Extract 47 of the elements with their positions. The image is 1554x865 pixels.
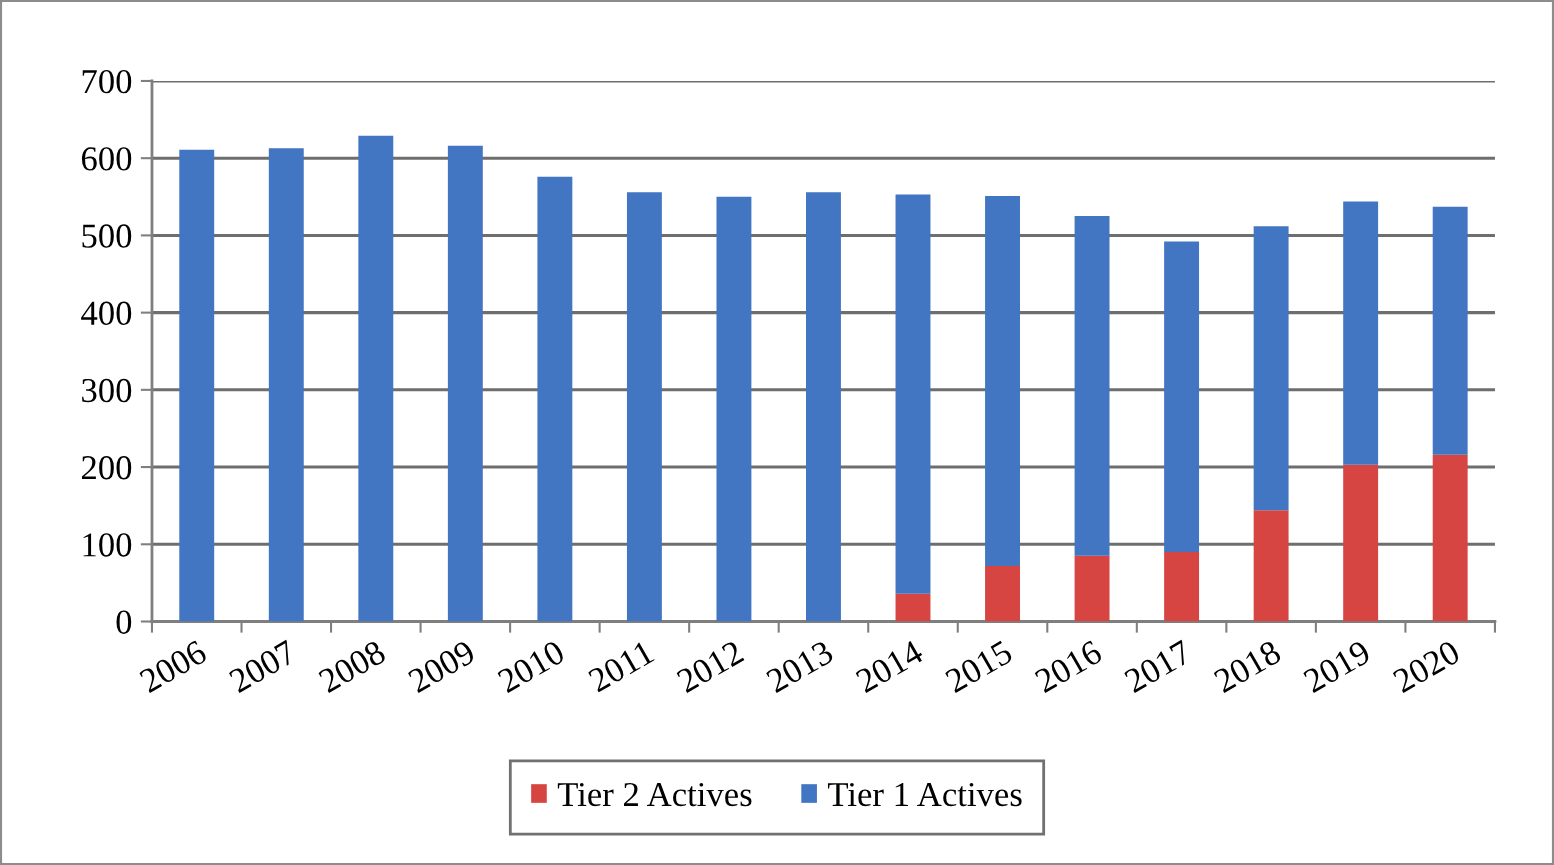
x-tick-label: 2006: [138, 639, 209, 694]
bar: [1164, 241, 1200, 552]
bar: [358, 135, 394, 622]
x-tick-label: 2009: [407, 639, 477, 694]
bar: [537, 176, 573, 622]
x-tick-label: 2020: [1391, 639, 1462, 694]
bar: [985, 565, 1020, 622]
x-tick-label: 2007: [227, 639, 298, 694]
x-tick-label: 2016: [1033, 639, 1104, 694]
bar: [716, 196, 752, 622]
x-tick-label: 2008: [317, 639, 387, 694]
x-tick-label: 2011: [587, 640, 655, 693]
y-tick-label: 600: [81, 147, 132, 171]
bar: [1253, 510, 1289, 622]
x-tick-label: 2015: [944, 639, 1014, 694]
y-tick-label: 200: [81, 456, 132, 480]
bar: [179, 149, 215, 622]
y-tick-label: 0: [116, 610, 132, 634]
bar: [895, 593, 931, 622]
x-tick-label: 2013: [765, 639, 835, 694]
bar: [1343, 201, 1379, 465]
bar: [1164, 552, 1200, 622]
bar: [1074, 555, 1110, 622]
y-tick-label: 100: [83, 533, 132, 557]
bar: [1253, 226, 1289, 511]
x-tick-label: 2017: [1123, 639, 1193, 694]
bar: [806, 192, 841, 622]
x-tick-label: 2010: [496, 639, 566, 694]
x-tick-label: 2018: [1212, 639, 1283, 694]
x-tick-label: 2014: [854, 639, 925, 694]
bar: [447, 145, 483, 622]
y-tick-label: 700: [82, 69, 132, 94]
bar: [1074, 216, 1110, 556]
legend-label: Tier 2 Actives: [557, 782, 752, 807]
y-tick-label: 500: [82, 224, 132, 248]
x-tick-label: 2019: [1302, 639, 1372, 694]
bar: [626, 192, 662, 622]
y-tick-label: 400: [81, 301, 132, 326]
legend-label: Tier 1 Actives: [827, 782, 1022, 807]
bar: [268, 148, 304, 622]
bar: [1432, 454, 1468, 622]
bar: [985, 196, 1020, 566]
bar: [1432, 206, 1468, 455]
y-tick-label: 300: [82, 378, 132, 403]
bar: [1343, 464, 1379, 622]
bar: [895, 194, 931, 594]
x-tick-label: 2012: [675, 640, 745, 694]
